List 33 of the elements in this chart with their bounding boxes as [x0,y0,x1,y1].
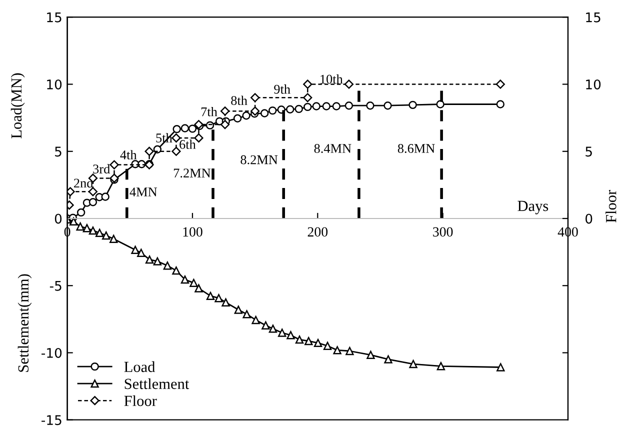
y-tick-label: 10 [47,79,62,90]
annotation: 8.2MN [240,155,278,164]
annotation: 8th [231,96,248,105]
y-axis-title: Load(MN) [10,73,25,138]
x-tick-label: 100 [183,227,202,237]
y2-tick-label: 10 [586,79,601,90]
legend-label: Load [124,361,156,372]
y-tick-label: 0 [54,214,62,224]
y-tick-label: 5 [55,146,62,157]
y2-tick-label: 15 [586,12,600,22]
y-tick-label: -5 [50,281,62,291]
text: Settlement(mm) [18,274,32,372]
legend-label: Settlement [124,378,190,390]
y-tick-label: 15 [47,12,62,22]
y-tick-label: -15 [42,415,62,426]
y-tick-label: -10 [42,348,62,358]
legend-label: Floor [124,395,157,406]
annotation: 8.4MN [314,144,352,153]
annotation: 8.6MN [398,144,435,153]
x-tick-label: 300 [433,227,453,237]
annotation: 3rd [93,164,110,174]
y2-axis-title: Floor [606,190,616,223]
annotation: 4MN [130,188,158,196]
y2-tick-label: 5 [586,146,592,157]
annotation: 7th [201,106,218,116]
x-tick-label: 200 [308,227,328,237]
annotation: 6th [180,140,196,149]
annotation: 9th [274,84,290,94]
x-axis-title: Days [518,200,548,214]
annotation: 4th [120,150,137,160]
annotation: 10th [320,74,343,84]
annotation: 7.2MN [174,168,211,178]
y2-tick-label: 0 [586,214,592,224]
